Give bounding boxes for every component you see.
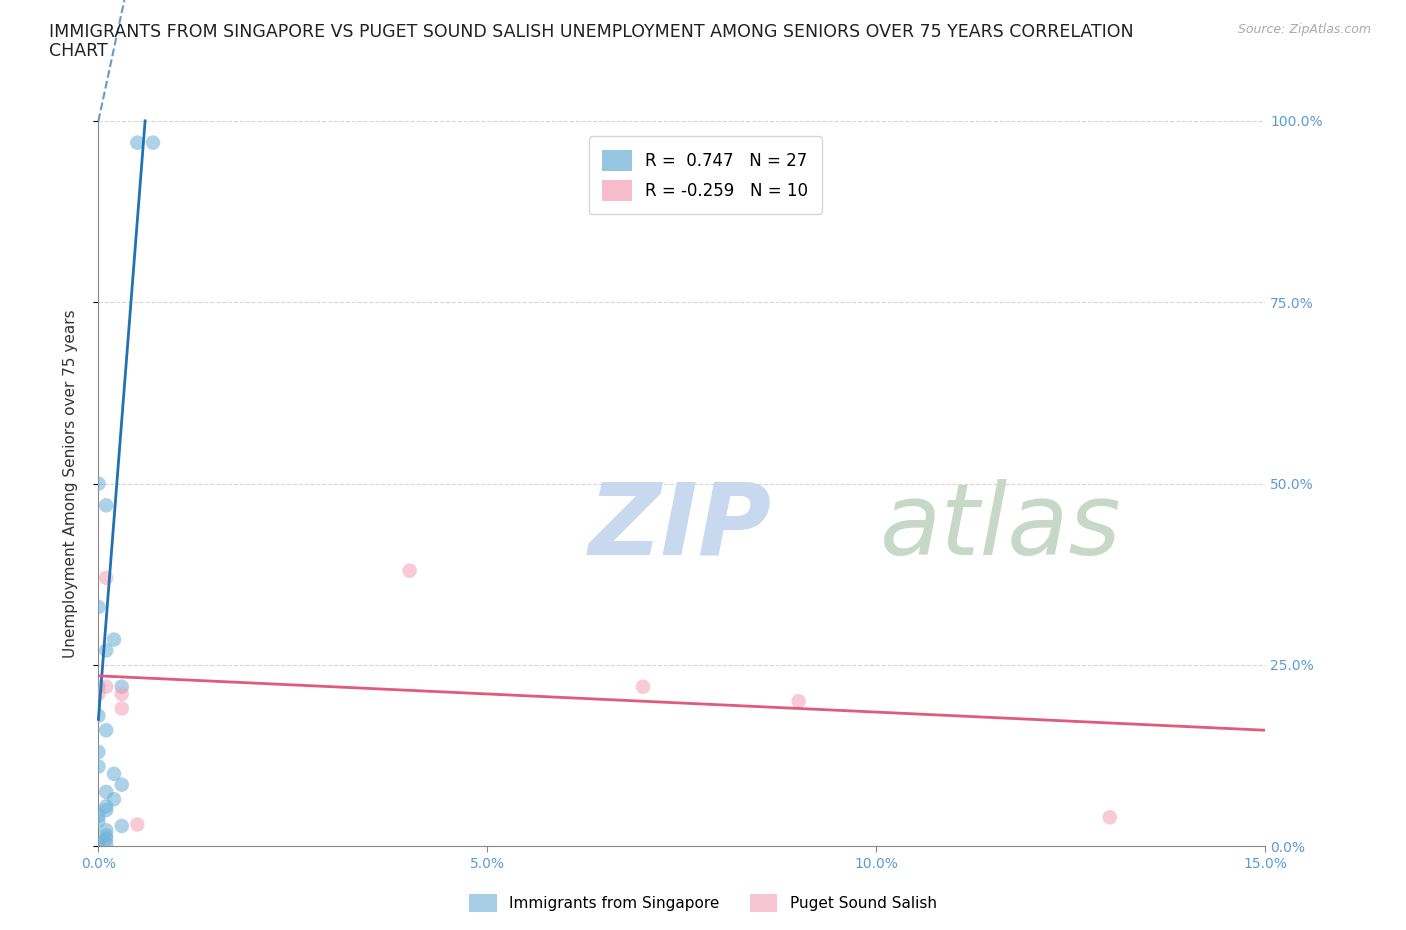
Point	[87, 835, 110, 850]
Text: atlas: atlas	[880, 479, 1122, 576]
Point	[96, 679, 118, 694]
Point	[787, 694, 810, 709]
Point	[111, 686, 134, 701]
Point	[111, 777, 134, 792]
Point	[142, 135, 165, 150]
Point	[87, 600, 110, 615]
Point	[96, 803, 118, 817]
Text: Source: ZipAtlas.com: Source: ZipAtlas.com	[1237, 23, 1371, 36]
Point	[398, 564, 420, 578]
Point	[111, 818, 134, 833]
Point	[127, 135, 149, 150]
Point	[96, 823, 118, 838]
Text: ZIP: ZIP	[589, 479, 772, 576]
Point	[87, 745, 110, 760]
Point	[87, 679, 110, 694]
Point	[631, 679, 654, 694]
Point	[87, 759, 110, 774]
Point	[96, 723, 118, 737]
Text: IMMIGRANTS FROM SINGAPORE VS PUGET SOUND SALISH UNEMPLOYMENT AMONG SENIORS OVER : IMMIGRANTS FROM SINGAPORE VS PUGET SOUND…	[49, 23, 1133, 41]
Point	[96, 643, 118, 658]
Point	[96, 785, 118, 800]
Point	[96, 799, 118, 814]
Legend: R =  0.747   N = 27, R = -0.259   N = 10: R = 0.747 N = 27, R = -0.259 N = 10	[589, 137, 821, 214]
Point	[96, 831, 118, 846]
Point	[127, 817, 149, 832]
Y-axis label: Unemployment Among Seniors over 75 years: Unemployment Among Seniors over 75 years	[63, 310, 77, 658]
Point	[87, 476, 110, 491]
Point	[1098, 810, 1121, 825]
Point	[96, 498, 118, 512]
Text: CHART: CHART	[49, 42, 108, 60]
Point	[87, 686, 110, 701]
Point	[111, 701, 134, 716]
Point	[111, 679, 134, 694]
Point	[87, 814, 110, 829]
Point	[96, 828, 118, 843]
Point	[87, 808, 110, 823]
Point	[87, 709, 110, 724]
Point	[96, 837, 118, 852]
Point	[103, 766, 125, 781]
Point	[103, 632, 125, 647]
Legend: Immigrants from Singapore, Puget Sound Salish: Immigrants from Singapore, Puget Sound S…	[463, 888, 943, 918]
Point	[103, 791, 125, 806]
Point	[96, 570, 118, 585]
